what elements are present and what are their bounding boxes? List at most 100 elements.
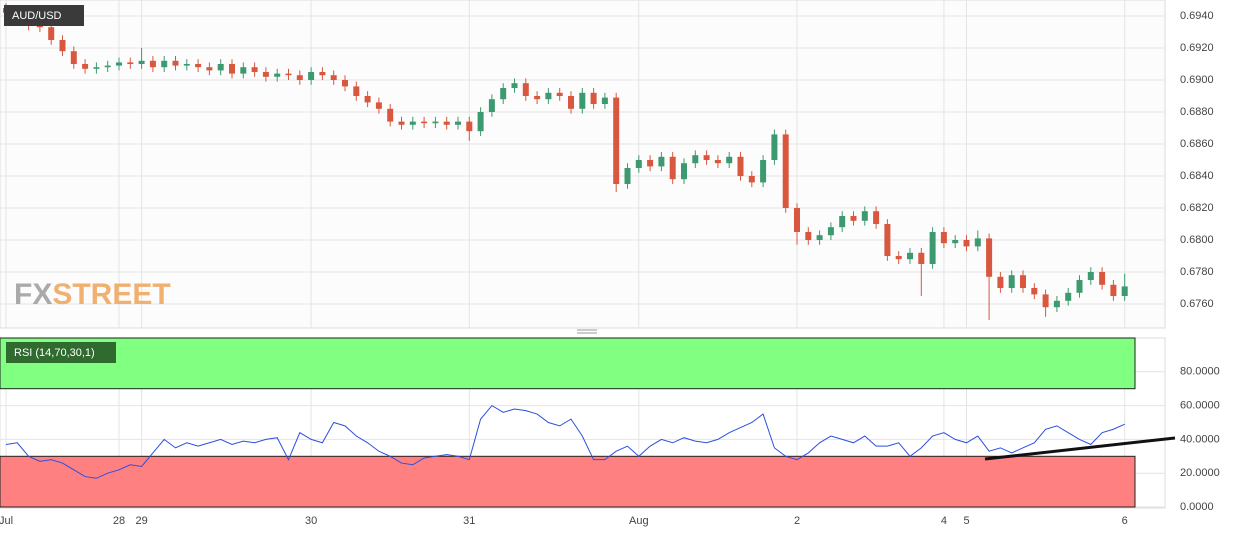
candle-body: [986, 238, 993, 277]
candle-body: [726, 156, 733, 164]
candle-body: [714, 160, 721, 164]
candle-body: [330, 75, 337, 80]
x-tick-label: 31: [463, 515, 475, 527]
x-tick-label: 5: [963, 515, 969, 527]
watermark-suffix: STREET: [52, 278, 170, 311]
candle-body: [861, 211, 868, 221]
candle-body: [36, 25, 43, 28]
candle-body: [827, 227, 834, 236]
y-tick-label: 60.0000: [1180, 400, 1220, 412]
candle-body: [229, 64, 235, 74]
rsi-band: [0, 455, 1136, 508]
candle-body: [997, 276, 1004, 288]
candle-body: [1053, 300, 1060, 308]
y-tick-label: 20.0000: [1180, 467, 1220, 479]
y-tick-label: 0.6920: [1180, 42, 1214, 54]
candle-body: [127, 62, 134, 64]
candle-body: [635, 160, 642, 168]
candle-body: [500, 88, 507, 100]
candle-body: [195, 64, 202, 68]
candle-body: [963, 240, 970, 247]
candle-body: [375, 102, 382, 109]
candle-body: [545, 92, 552, 100]
candle-body: [274, 73, 281, 77]
candle-body: [1020, 275, 1026, 288]
candle-body: [59, 40, 66, 52]
price-panel: [0, 0, 1166, 329]
symbol-box: [4, 5, 84, 26]
candle-body: [116, 62, 122, 66]
watermark: FXSTREET: [14, 278, 171, 311]
candle-body: [794, 208, 800, 232]
candle-body: [149, 60, 156, 68]
y-tick-label: 0.6760: [1180, 298, 1214, 310]
y-tick-label: 80.0000: [1180, 366, 1220, 378]
candle-body: [342, 80, 348, 87]
candle-body: [308, 72, 315, 80]
candle-body: [1008, 275, 1015, 288]
candle-body: [522, 83, 529, 96]
candle-body: [82, 64, 89, 69]
candle-body: [703, 155, 710, 160]
candle-body: [839, 216, 846, 228]
candle-body: [613, 97, 620, 184]
candle-body: [658, 156, 665, 167]
candle-body: [511, 83, 518, 88]
candle-body: [319, 72, 326, 76]
candle-body: [285, 73, 292, 76]
candle-body: [940, 232, 947, 244]
y-tick-label: 0.6940: [1180, 10, 1214, 22]
x-tick-label: Aug: [629, 515, 649, 527]
candle-body: [1121, 286, 1128, 296]
candle-body: [692, 155, 699, 164]
candle-body: [466, 121, 473, 132]
x-tick-label: 2: [794, 515, 800, 527]
candle-body: [556, 92, 563, 96]
candle-body: [737, 156, 744, 176]
y-tick-label: 0.6900: [1180, 74, 1214, 86]
candle-body: [1031, 288, 1038, 295]
candle-body: [579, 92, 586, 109]
y-tick-label: 0.6820: [1180, 202, 1214, 214]
candle-body: [104, 65, 111, 68]
candle-body: [364, 96, 371, 103]
candle-body: [387, 108, 394, 122]
candle-body: [296, 75, 303, 80]
candle-body: [1076, 280, 1083, 293]
candle-body: [70, 51, 77, 64]
candle-body: [771, 134, 778, 160]
candle-body: [1042, 294, 1049, 308]
rsi-line: [5, 404, 1125, 479]
x-tick-label: 6: [1122, 515, 1128, 527]
candle-body: [455, 121, 461, 125]
trend-line: [984, 436, 1176, 461]
x-tick-label: Jul: [0, 515, 13, 527]
y-tick-label: 0.6860: [1180, 138, 1214, 150]
y-tick-label: 0.0000: [1180, 501, 1214, 513]
candle-body: [183, 64, 190, 66]
candle-body: [816, 235, 823, 240]
candle-body: [1110, 284, 1117, 296]
y-tick-label: 0.6800: [1180, 234, 1214, 246]
candle-body: [251, 67, 258, 72]
y-tick-label: 0.6880: [1180, 106, 1214, 118]
candle-body: [895, 256, 902, 260]
candle-body: [748, 176, 755, 183]
candle-body: [161, 60, 168, 68]
candle-body: [850, 216, 857, 221]
candle-body: [1065, 292, 1072, 301]
candle-body: [93, 67, 100, 69]
candle-body: [534, 96, 541, 100]
candle-body: [1087, 272, 1094, 280]
candle-body: [443, 121, 450, 125]
rsi-box: [6, 342, 116, 363]
candle-body: [884, 224, 891, 256]
candle-body: [206, 67, 213, 71]
x-tick-label: 29: [135, 515, 147, 527]
candle-body: [432, 121, 439, 124]
candle-body: [48, 27, 55, 40]
candle-body: [590, 92, 597, 104]
candle-body: [353, 86, 360, 96]
candle-body: [488, 99, 495, 112]
